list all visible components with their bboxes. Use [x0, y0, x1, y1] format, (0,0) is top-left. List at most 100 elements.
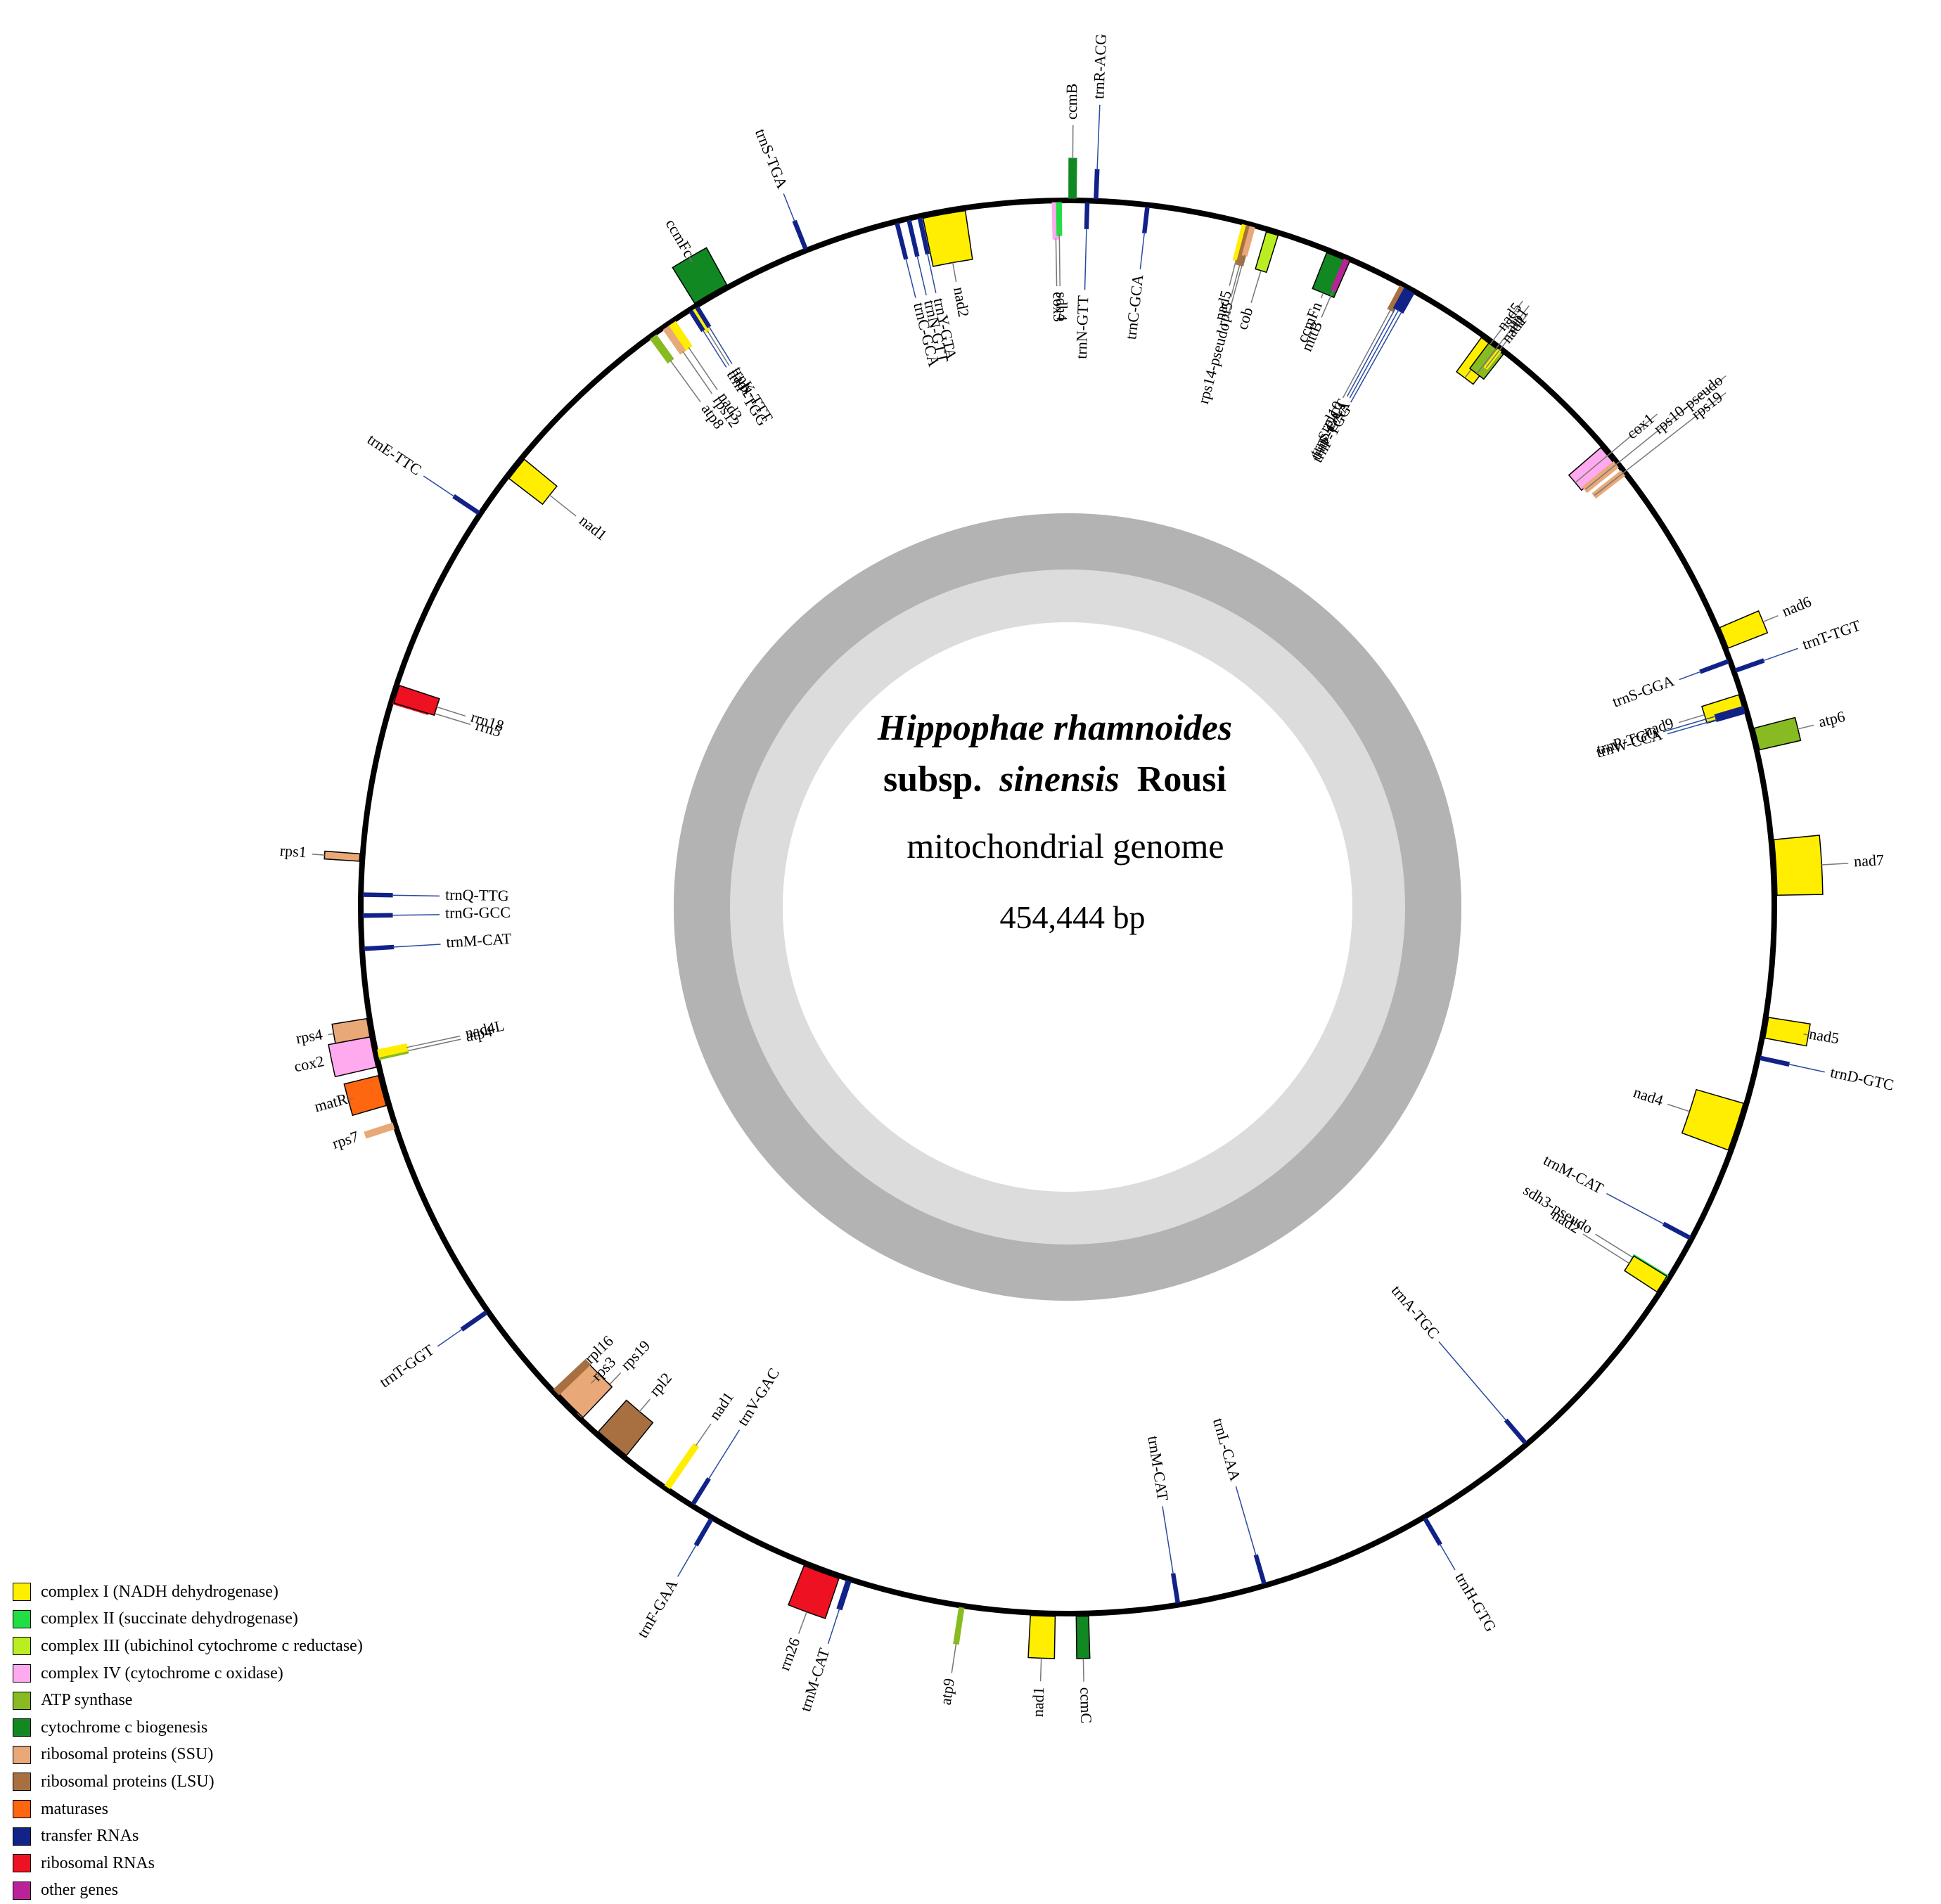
gene-block [1255, 1555, 1264, 1583]
gene-block [1070, 159, 1076, 198]
gene-leader-line [393, 944, 441, 947]
legend-item: ribosomal proteins (SSU) [13, 1742, 363, 1769]
gene-label: sdh4 [1053, 292, 1071, 321]
gene-block [693, 1479, 710, 1504]
gene-leader-line [1679, 671, 1701, 680]
gene-block [1765, 1017, 1810, 1046]
gene-leader-line [1083, 1659, 1084, 1682]
gene-leader-line [1606, 1194, 1664, 1225]
gene-label: ccmFc [662, 216, 698, 260]
gene-block [1774, 835, 1822, 895]
gene-block [954, 1608, 963, 1643]
gene-leader-line [696, 1424, 711, 1446]
gene-leader-line [423, 476, 454, 496]
gene-block [1076, 1616, 1089, 1659]
gene-label: trnM-CAT [796, 1646, 833, 1714]
gene-label: ccmC [1077, 1687, 1095, 1723]
gene-leader-line [1439, 1342, 1506, 1421]
legend-item: complex IV (cytochrome c oxidase) [13, 1660, 363, 1687]
gene-label: trnA-TGC [1388, 1282, 1444, 1342]
gene-leader-line [1583, 1234, 1629, 1263]
gene-block [696, 1519, 712, 1545]
gene-label: nad1 [705, 1389, 737, 1423]
gene-leader-line [610, 1373, 621, 1385]
legend-swatch [13, 1610, 31, 1628]
gene-label: nad4L [463, 1017, 506, 1042]
legend-item: cytochrome c biogenesis [13, 1714, 363, 1742]
legend-swatch [13, 1827, 31, 1846]
legend-swatch [13, 1637, 31, 1655]
gene-block [344, 1076, 386, 1116]
gene-leader-line [1788, 1064, 1825, 1072]
gene-label: cob [1233, 305, 1256, 332]
gene-leader-line [917, 255, 926, 295]
gene-block [838, 1581, 850, 1609]
gene-leader-line [1351, 311, 1402, 402]
gene-block [365, 1124, 393, 1137]
legend-swatch [13, 1718, 31, 1737]
gene-label: trnF-GAA [634, 1576, 681, 1641]
gene-label: nad1 [576, 511, 610, 543]
gene-leader-line [1350, 310, 1398, 398]
gene-block [1506, 1420, 1526, 1443]
gene-leader-line [1798, 725, 1814, 728]
gene-label: nad4 [1632, 1083, 1665, 1109]
gene-leader-line [1231, 264, 1239, 297]
gene-leader-line [1763, 616, 1778, 622]
gene-leader-line [437, 1329, 462, 1346]
gene-label: rps4 [295, 1025, 324, 1047]
gene-label: trnT-TGT [1800, 617, 1863, 653]
gene-leader-line [1821, 863, 1848, 865]
gene-label: trnL-CAA [1210, 1416, 1245, 1483]
gene-label: rps1 [279, 842, 307, 861]
gene-leader-line [312, 854, 325, 855]
gene-label: trnS-TGA [752, 127, 791, 191]
legend-item: ribosomal RNAs [13, 1850, 363, 1877]
genome-type: mitochondrial genome [907, 826, 1224, 866]
gene-label: rps14-pseudo [1194, 321, 1233, 406]
gene-leader-line [1763, 648, 1798, 661]
gene-block [793, 221, 806, 248]
gene-leader-line [1440, 1544, 1455, 1570]
gene-block [1700, 660, 1728, 672]
gene-leader-line [1059, 235, 1060, 286]
species-name: Hippophae rhamnoides [877, 708, 1232, 748]
genome-size: 454,444 bp [1000, 899, 1146, 935]
gene-block [1754, 718, 1800, 750]
subsp-name: sinensis [999, 759, 1120, 799]
gene-block [1172, 1574, 1179, 1602]
gene-block [462, 1312, 487, 1330]
gene-leader-line [688, 347, 717, 390]
legend-label: maturases [41, 1800, 108, 1819]
gene-block [1028, 1616, 1055, 1659]
gene-label: nad6 [1779, 593, 1814, 620]
gene-block [324, 851, 360, 861]
gene-leader-line [392, 895, 440, 896]
gene-leader-line [1236, 1486, 1256, 1556]
gene-leader-line [1347, 308, 1396, 396]
gene-block [1057, 203, 1061, 235]
gene-block [1736, 660, 1764, 671]
legend-item: transfer RNAs [13, 1822, 363, 1850]
legend-swatch [13, 1664, 31, 1683]
legend-swatch [13, 1800, 31, 1818]
legend-label: complex IV (cytochrome c oxidase) [41, 1664, 283, 1683]
gene-leader-line [1097, 105, 1100, 170]
gene-leader-line [708, 1430, 739, 1479]
gene-leader-line [670, 361, 700, 402]
gene-leader-line [828, 1609, 839, 1644]
gene-leader-line [707, 331, 729, 366]
gene-leader-line [1251, 271, 1261, 303]
gene-leader-line [1679, 715, 1704, 723]
gene-leader-line [1140, 232, 1144, 269]
gene-label: trnV-GAC [734, 1365, 783, 1429]
gene-leader-line [953, 262, 956, 282]
gene-leader-line [1667, 720, 1717, 734]
legend-swatch [13, 1882, 31, 1900]
gene-block [1255, 232, 1278, 273]
gene-block [454, 496, 478, 513]
gene-leader-line [550, 495, 577, 516]
legend-label: ribosomal proteins (LSU) [41, 1773, 214, 1792]
legend-label: ribosomal proteins (SSU) [41, 1745, 213, 1764]
legend-swatch [13, 1583, 31, 1601]
